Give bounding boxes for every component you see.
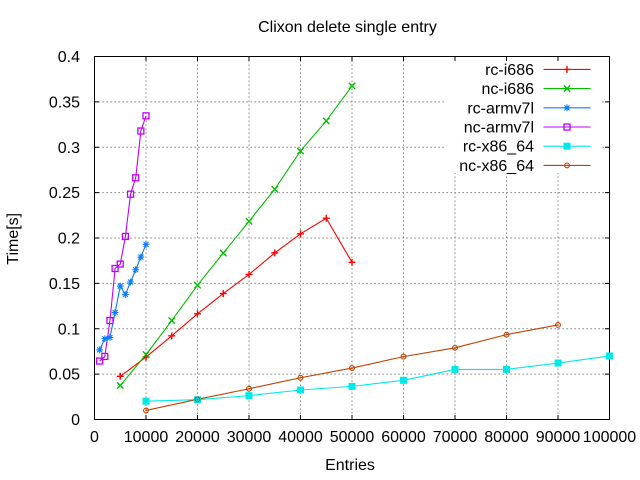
svg-text:0.2: 0.2 [58,231,80,248]
svg-text:rc-i686: rc-i686 [485,62,534,79]
svg-text:100000: 100000 [583,429,636,446]
svg-text:80000: 80000 [484,429,529,446]
svg-text:0.3: 0.3 [58,140,80,157]
svg-text:0: 0 [90,429,99,446]
svg-text:0.15: 0.15 [49,276,80,293]
svg-text:Time[s]: Time[s] [5,213,22,265]
svg-text:nc-i686: nc-i686 [482,81,535,98]
svg-text:40000: 40000 [278,429,323,446]
svg-text:0.35: 0.35 [49,94,80,111]
svg-text:nc-armv7l: nc-armv7l [464,120,534,137]
svg-text:60000: 60000 [381,429,426,446]
svg-text:nc-x86_64: nc-x86_64 [459,158,534,175]
svg-text:90000: 90000 [536,429,581,446]
svg-text:10000: 10000 [124,429,169,446]
svg-text:0.05: 0.05 [49,367,80,384]
svg-text:rc-armv7l: rc-armv7l [467,100,534,117]
svg-text:rc-x86_64: rc-x86_64 [463,139,534,156]
svg-text:0.4: 0.4 [58,49,80,66]
svg-text:0.1: 0.1 [58,321,80,338]
svg-text:20000: 20000 [175,429,220,446]
svg-text:Entries: Entries [325,457,375,474]
svg-text:0: 0 [71,412,80,429]
svg-text:0.25: 0.25 [49,185,80,202]
svg-text:30000: 30000 [227,429,272,446]
svg-text:Clixon delete single entry: Clixon delete single entry [258,19,437,36]
svg-text:70000: 70000 [433,429,478,446]
svg-text:50000: 50000 [330,429,375,446]
